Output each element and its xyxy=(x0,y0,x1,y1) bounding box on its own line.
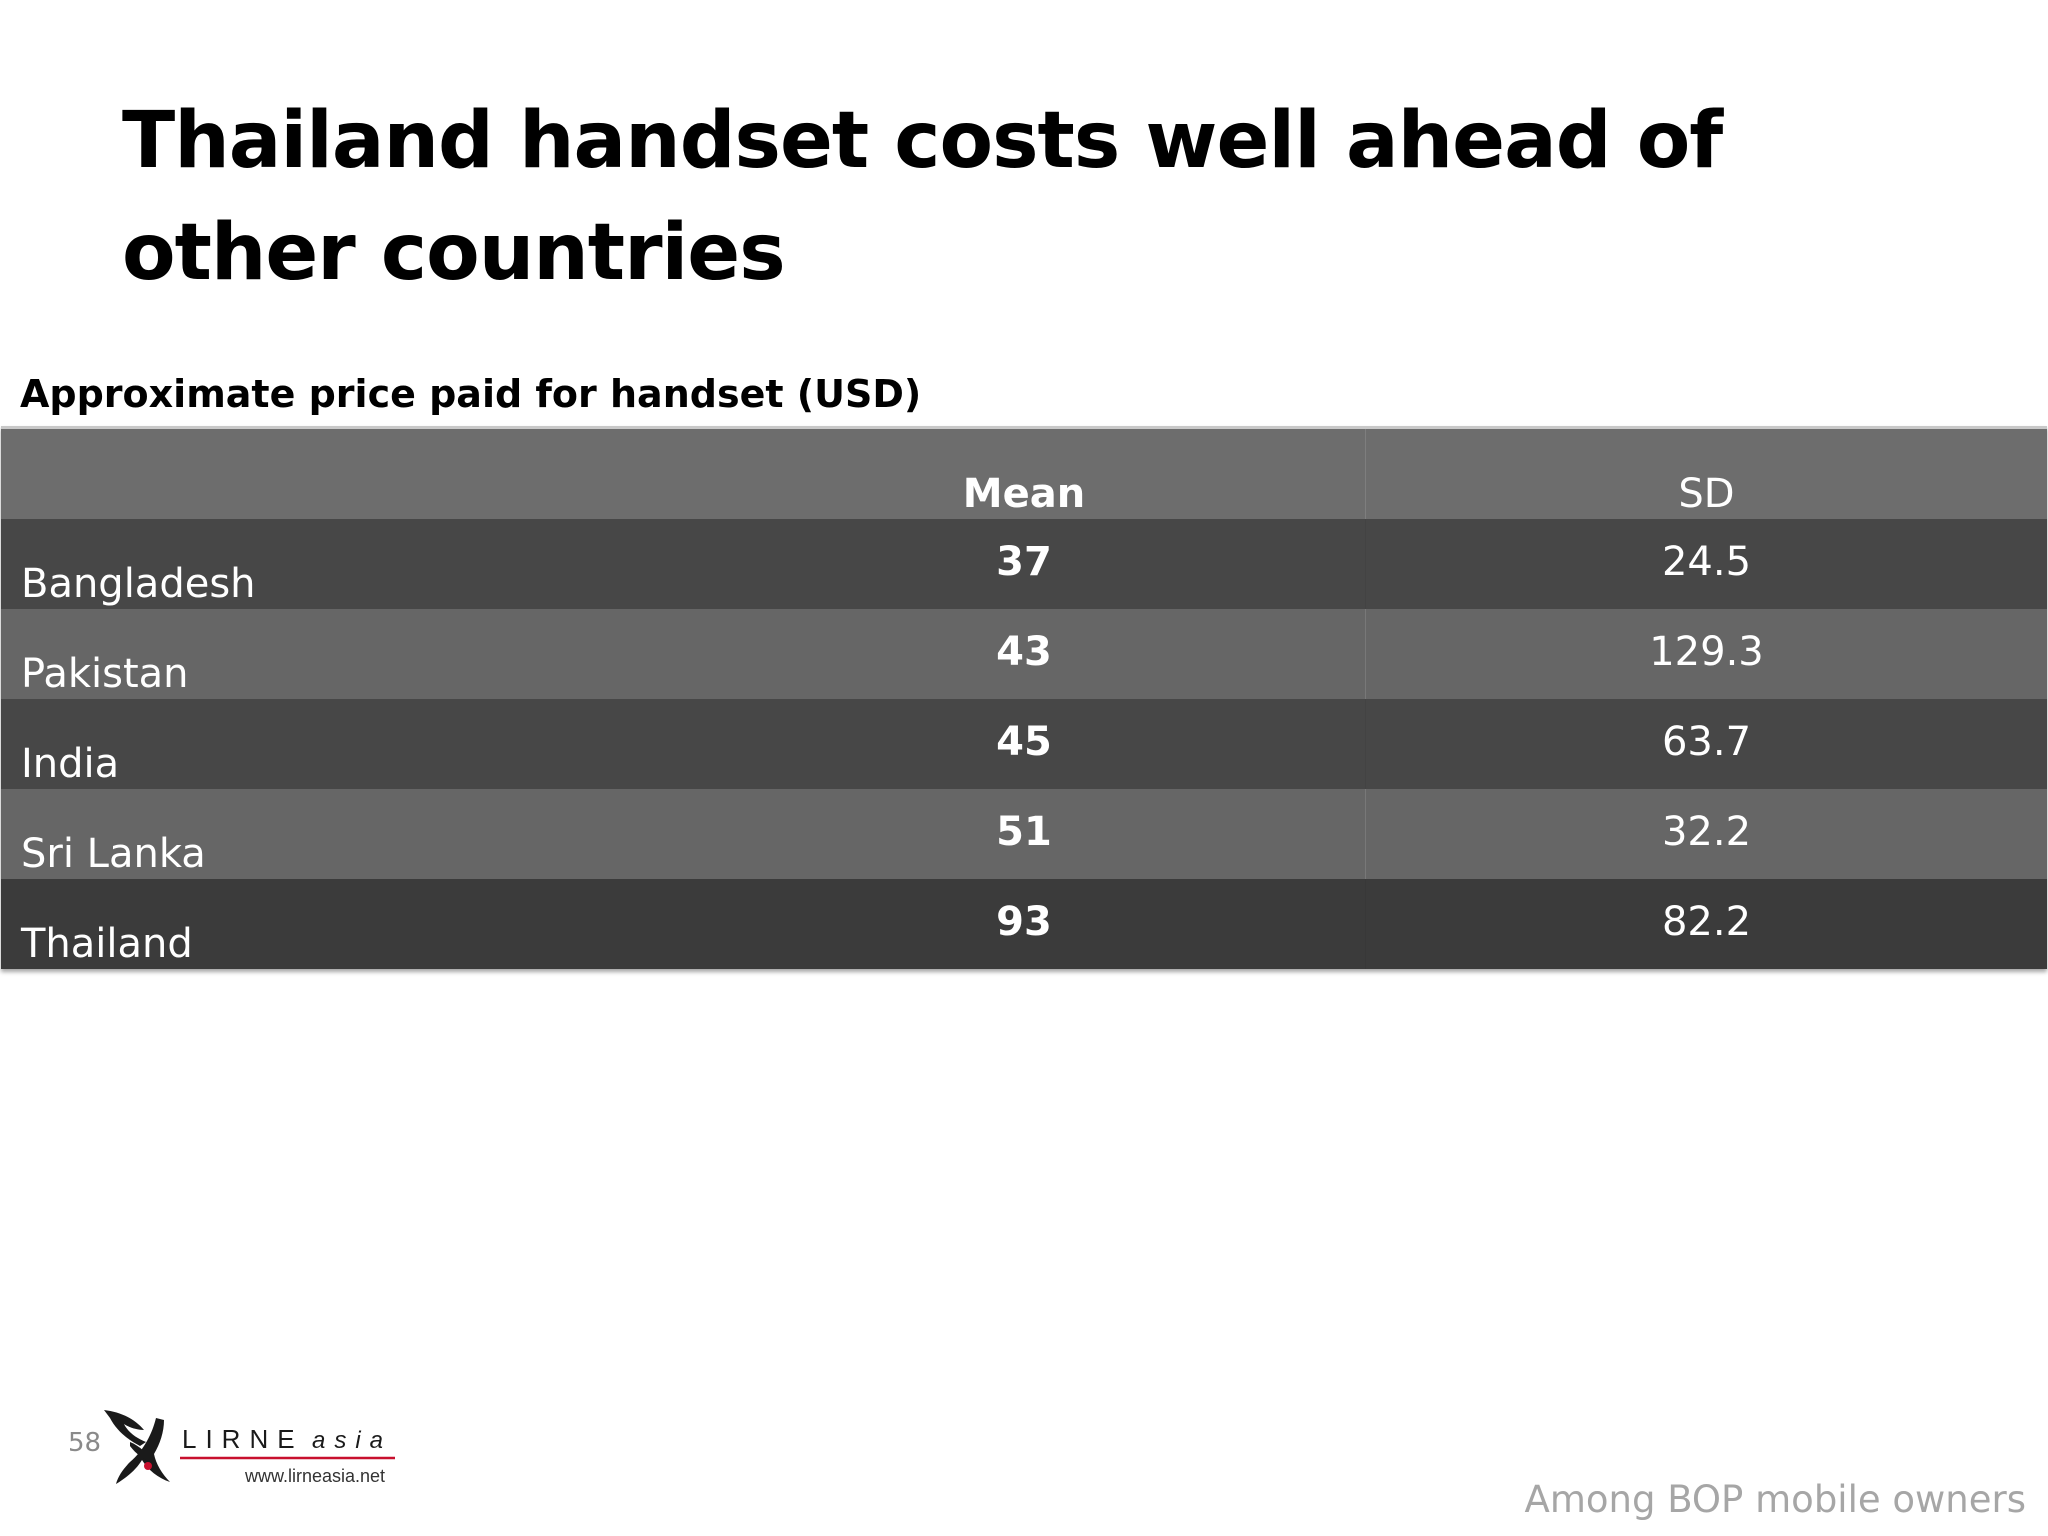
table-caption: Approximate price paid for handset (USD) xyxy=(20,372,922,416)
logo-url: www.lirneasia.net xyxy=(244,1466,385,1486)
row-sd: 32.2 xyxy=(1661,809,1752,855)
logo-emblem-icon xyxy=(104,1410,170,1484)
table-row: Pakistan 43 129.3 xyxy=(1,609,2047,699)
slide-title: Thailand handset costs well ahead of oth… xyxy=(122,96,1723,298)
row-sd: 129.3 xyxy=(1649,629,1764,675)
row-sd: 63.7 xyxy=(1661,719,1752,765)
row-mean: 51 xyxy=(996,809,1052,855)
row-country: Pakistan xyxy=(21,651,189,697)
table-row: India 45 63.7 xyxy=(1,699,2047,789)
row-country: Sri Lanka xyxy=(21,831,206,877)
table-header-row: Mean SD xyxy=(1,429,2047,519)
header-mean: Mean xyxy=(683,429,1366,519)
price-table: Mean SD Bangladesh 37 24.5 Pakistan 43 1… xyxy=(1,426,2047,969)
header-sd: SD xyxy=(1366,429,2047,519)
row-country: India xyxy=(21,741,120,787)
row-mean: 45 xyxy=(996,719,1052,765)
footnote: Among BOP mobile owners xyxy=(1524,1478,2026,1521)
logo-wordmark-suffix: asia xyxy=(312,1427,392,1454)
table-row: Bangladesh 37 24.5 xyxy=(1,519,2047,609)
header-mean-label: Mean xyxy=(962,471,1086,517)
row-country: Thailand xyxy=(21,921,193,967)
lirneasia-logo: LIRNE asia www.lirneasia.net xyxy=(104,1410,395,1486)
table-row: Thailand 93 82.2 xyxy=(1,879,2047,969)
row-country: Bangladesh xyxy=(21,561,256,607)
page-number: 58 xyxy=(68,1428,102,1458)
header-sd-label: SD xyxy=(1678,471,1735,517)
row-mean: 37 xyxy=(996,539,1052,585)
row-sd: 24.5 xyxy=(1661,539,1752,585)
logo-wordmark: LIRNE xyxy=(182,1424,304,1454)
row-sd: 82.2 xyxy=(1661,899,1752,945)
header-country xyxy=(1,429,683,519)
row-mean: 43 xyxy=(996,629,1052,675)
row-mean: 93 xyxy=(996,899,1052,945)
table-row: Sri Lanka 51 32.2 xyxy=(1,789,2047,879)
